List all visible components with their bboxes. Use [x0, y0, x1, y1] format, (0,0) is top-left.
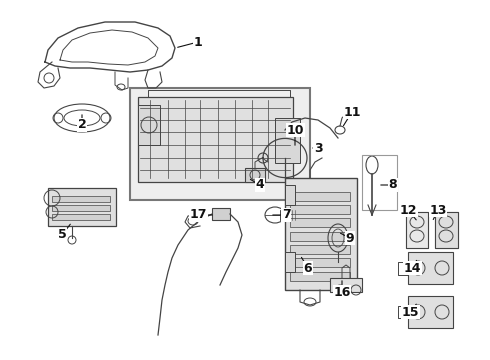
Text: 9: 9 — [345, 231, 354, 244]
Text: 12: 12 — [399, 203, 417, 216]
Bar — [290, 272, 350, 281]
Text: 3: 3 — [314, 141, 322, 154]
Text: 11: 11 — [343, 105, 361, 118]
Bar — [290, 245, 350, 254]
Text: 8: 8 — [389, 179, 397, 192]
Bar — [52, 205, 110, 211]
Bar — [280, 210, 298, 220]
Text: 13: 13 — [429, 203, 447, 216]
Text: 14: 14 — [403, 261, 421, 274]
Text: 15: 15 — [401, 306, 419, 319]
Bar — [48, 188, 116, 226]
Bar — [408, 296, 453, 328]
Bar — [52, 196, 110, 202]
Bar — [290, 205, 350, 214]
Text: 16: 16 — [333, 285, 351, 298]
Bar — [408, 252, 453, 284]
Text: 4: 4 — [256, 179, 265, 192]
Polygon shape — [406, 212, 428, 248]
Bar — [52, 214, 110, 220]
Bar — [285, 178, 357, 290]
Text: 10: 10 — [286, 123, 304, 136]
Text: 5: 5 — [58, 229, 66, 242]
Bar — [245, 168, 265, 182]
Bar — [330, 278, 362, 292]
Bar — [138, 105, 160, 145]
Bar — [290, 258, 350, 267]
Text: 17: 17 — [189, 208, 207, 221]
Text: 6: 6 — [304, 261, 312, 274]
Polygon shape — [435, 212, 458, 248]
Bar — [138, 97, 293, 182]
Bar — [212, 208, 230, 220]
Text: 2: 2 — [77, 118, 86, 131]
Bar — [275, 118, 300, 163]
Bar — [285, 252, 295, 272]
Bar — [290, 192, 350, 201]
Bar — [290, 232, 350, 241]
Bar — [285, 185, 295, 205]
Text: 1: 1 — [194, 36, 202, 49]
Bar — [290, 218, 350, 227]
Bar — [362, 155, 397, 210]
Text: 7: 7 — [282, 208, 291, 221]
Bar — [130, 88, 310, 200]
